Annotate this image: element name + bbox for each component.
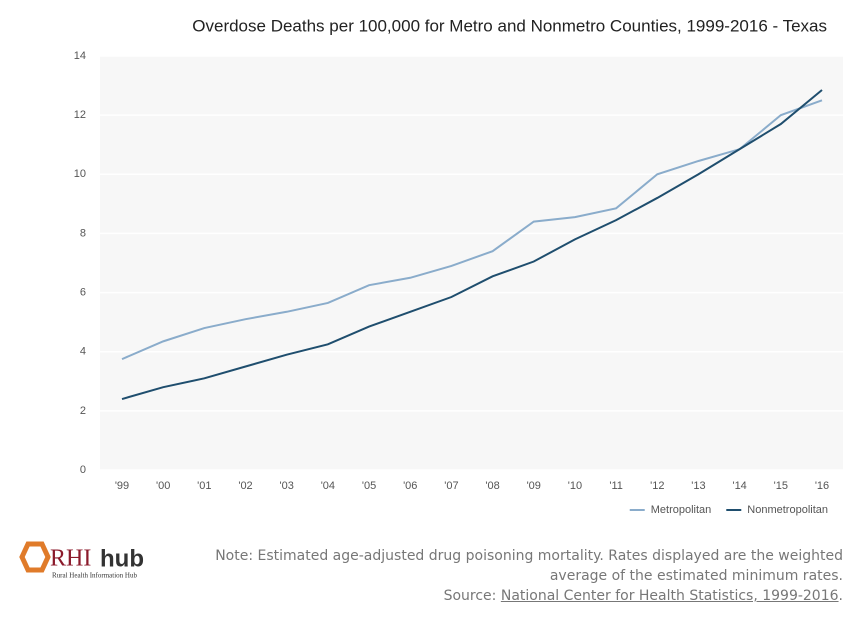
logo-icon (19, 541, 51, 573)
plot-area (100, 56, 843, 470)
y-tick-label: 6 (80, 286, 86, 298)
source-link[interactable]: National Center for Health Statistics, 1… (500, 588, 839, 604)
note: Note: Estimated age-adjusted drug poison… (215, 548, 843, 584)
x-tick-label: '12 (650, 480, 664, 492)
x-tick-label: '06 (403, 480, 417, 492)
x-tick-label: '01 (197, 480, 211, 492)
logo-hub: hub (100, 545, 144, 572)
y-tick-label: 8 (80, 227, 86, 239)
x-tick-label: '03 (280, 480, 294, 492)
series-line (121, 89, 823, 400)
x-tick-label: '15 (774, 480, 788, 492)
x-tick-label: '07 (444, 480, 458, 492)
x-tick-label: '14 (732, 480, 746, 492)
x-tick-label: '11 (609, 480, 623, 492)
x-tick-label: '04 (321, 480, 335, 492)
x-tick-label: '08 (485, 480, 499, 492)
chart: Overdose Deaths per 100,000 for Metro an… (73, 16, 843, 516)
series-line (121, 99, 823, 361)
logo-rhi: RHI (50, 546, 91, 572)
x-tick-label: '13 (691, 480, 705, 492)
source-end: . (838, 588, 843, 604)
x-tick-label: '05 (362, 480, 376, 492)
logo-tagline: Rural Health Information Hub (52, 572, 137, 580)
logo: RHI hub Rural Health Information Hub (19, 541, 144, 580)
legend-label: Nonmetropolitan (747, 504, 828, 516)
footnote: Note: Estimated age-adjusted drug poison… (190, 546, 843, 606)
source-label: Source: (443, 588, 497, 604)
x-tick-label: '10 (568, 480, 582, 492)
y-tick-label: 0 (80, 464, 86, 476)
x-tick-label: '09 (527, 480, 541, 492)
source: Source: National Center for Health Stati… (190, 586, 843, 606)
chart-title: Overdose Deaths per 100,000 for Metro an… (192, 16, 827, 35)
y-tick-label: 4 (80, 346, 86, 358)
x-tick-label: '00 (156, 480, 170, 492)
legend-label: Metropolitan (651, 504, 712, 516)
y-tick-label: 2 (80, 405, 86, 417)
y-tick-label: 12 (74, 109, 86, 121)
x-tick-label: '16 (815, 480, 829, 492)
y-tick-label: 10 (74, 168, 86, 180)
x-tick-label: '02 (238, 480, 252, 492)
x-tick-label: '99 (115, 480, 129, 492)
y-tick-label: 14 (74, 50, 86, 62)
